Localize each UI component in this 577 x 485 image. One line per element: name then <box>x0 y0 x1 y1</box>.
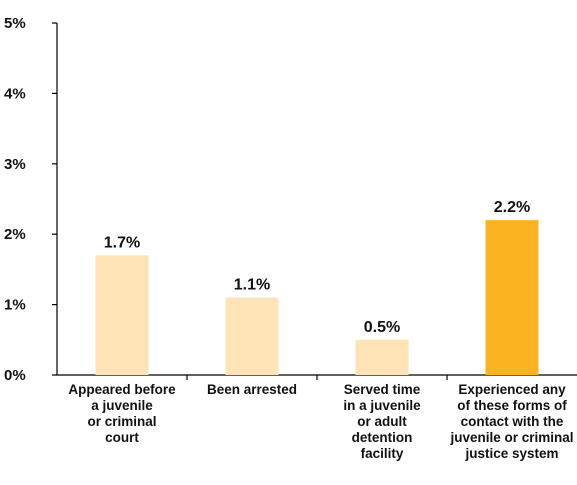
bar <box>355 339 409 375</box>
bar <box>485 220 539 375</box>
category-label: Served time in a juvenile or adult detentio… <box>343 382 421 461</box>
data-labels: 1.7% 1.1% 0.5% 2.2% <box>104 199 530 336</box>
data-label: 1.1% <box>234 277 270 294</box>
y-tick-label: 1% <box>4 297 26 314</box>
category-labels: Appeared before a juvenile or criminal cour… <box>68 382 573 461</box>
category-label: Appeared before a juvenile or criminal cour… <box>68 382 176 445</box>
category-label: Experienced any of these forms of contact … <box>449 382 573 461</box>
y-tick-label: 0% <box>4 367 26 384</box>
bar <box>225 297 279 375</box>
y-tick-label: 5% <box>4 15 26 32</box>
bar <box>95 255 149 375</box>
y-tick-label: 2% <box>4 226 26 243</box>
y-tick-label: 4% <box>4 85 26 102</box>
bars <box>95 220 539 375</box>
category-label: Been arrested <box>207 382 297 397</box>
y-tick-label: 3% <box>4 156 26 173</box>
data-label: 1.7% <box>104 234 140 251</box>
data-label: 0.5% <box>364 319 400 336</box>
data-label: 2.2% <box>494 199 530 216</box>
